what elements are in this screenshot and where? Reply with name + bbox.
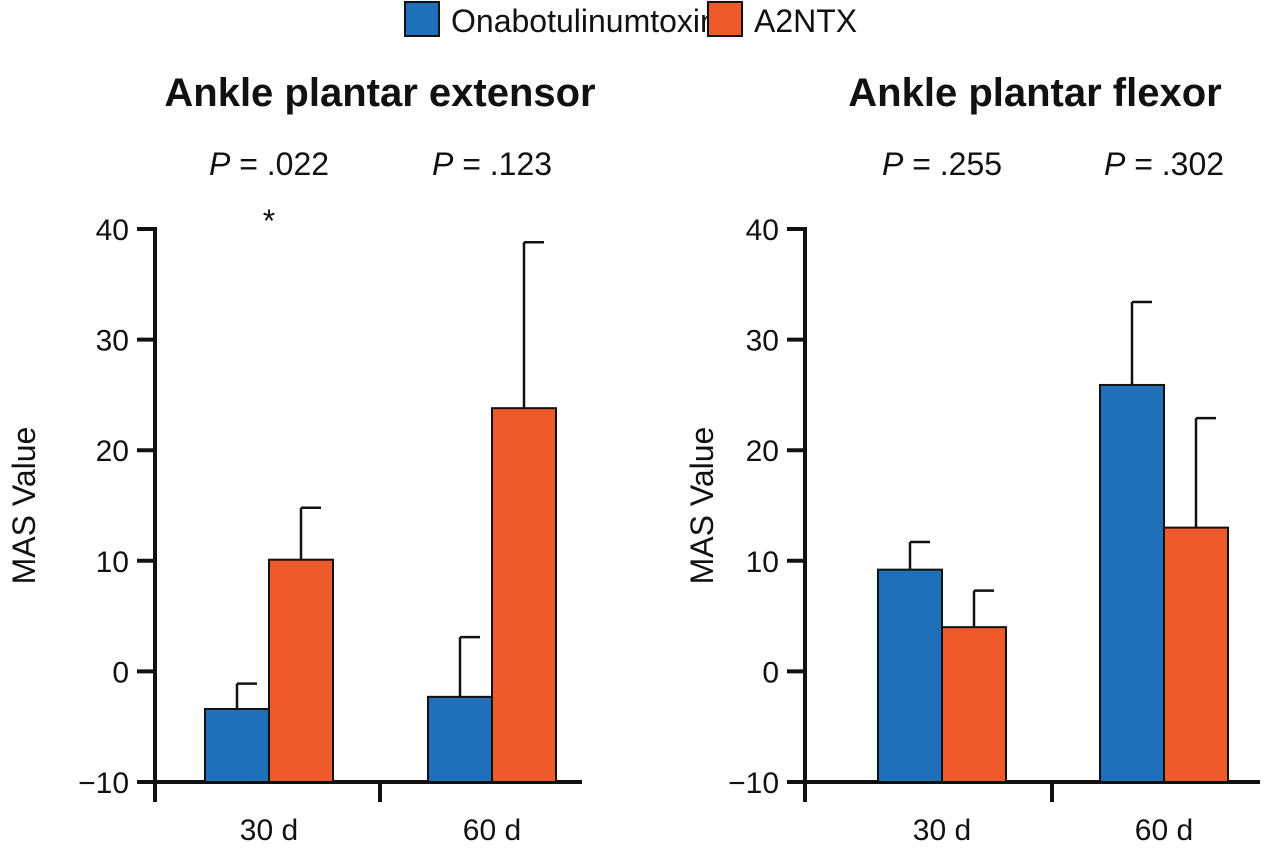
bar-onabotulinumtoxina-60d: [427, 695, 493, 784]
chart-title: Ankle plantar extensor: [164, 71, 595, 115]
p-value-label: P = .255: [882, 146, 1002, 182]
y-tick-label: 20: [96, 435, 129, 468]
y-tick-label: 0: [112, 656, 129, 689]
y-tick-label: 20: [746, 435, 779, 468]
p-value: = .302: [1125, 146, 1224, 182]
y-tick-label: −10: [78, 767, 129, 800]
y-tick-label: 30: [96, 325, 129, 358]
chart-panel-2: Ankle plantar flexor MAS Value −10 0 10 20 30 4…: [684, 71, 1260, 847]
p-symbol: P: [432, 146, 454, 182]
legend-label: A2NTX: [754, 3, 857, 39]
p-symbol: P: [882, 146, 904, 182]
bar-a2ntx-30d: [268, 558, 334, 783]
y-tick-label: −10: [728, 767, 779, 800]
p-value-label: P = .022: [209, 146, 329, 182]
legend: OnabotulinumtoxinA A2NTX: [404, 1, 857, 39]
y-axis-label: MAS Value: [6, 427, 42, 585]
y-tick-label: 30: [746, 325, 779, 358]
x-tick-label: 60 d: [1135, 814, 1193, 847]
p-value: = .123: [453, 146, 552, 182]
x-tick-label: 30 d: [240, 814, 298, 847]
y-tick-label: 0: [762, 656, 779, 689]
y-axis-label: MAS Value: [684, 427, 720, 585]
x-tick-label: 30 d: [913, 814, 971, 847]
y-tick-label: 40: [96, 214, 129, 247]
significance-marker: *: [263, 203, 275, 239]
legend-swatch: [404, 1, 440, 37]
bar-a2ntx-30d: [941, 626, 1007, 783]
y-tick-label: 40: [746, 214, 779, 247]
y-tick-label: 10: [96, 546, 129, 579]
chart-panel-1: Ankle plantar extensor MAS Value −10 0 10 20 3…: [6, 71, 596, 847]
x-tick-label: 60 d: [463, 814, 521, 847]
bar-onabotulinumtoxina-30d: [877, 568, 943, 784]
bar-a2ntx-60d: [491, 407, 557, 783]
p-symbol: P: [1104, 146, 1126, 182]
y-tick-label: 10: [746, 546, 779, 579]
p-value: = .022: [230, 146, 329, 182]
p-value-label: P = .123: [432, 146, 552, 182]
chart-title: Ankle plantar flexor: [848, 71, 1221, 115]
bar-a2ntx-60d: [1163, 526, 1229, 783]
bar-onabotulinumtoxina-30d: [204, 708, 270, 784]
p-symbol: P: [209, 146, 231, 182]
legend-label: OnabotulinumtoxinA: [451, 3, 740, 39]
bar-onabotulinumtoxina-60d: [1099, 383, 1165, 783]
p-value-label: P = .302: [1104, 146, 1224, 182]
p-value: = .255: [903, 146, 1002, 182]
legend-swatch: [707, 1, 743, 37]
